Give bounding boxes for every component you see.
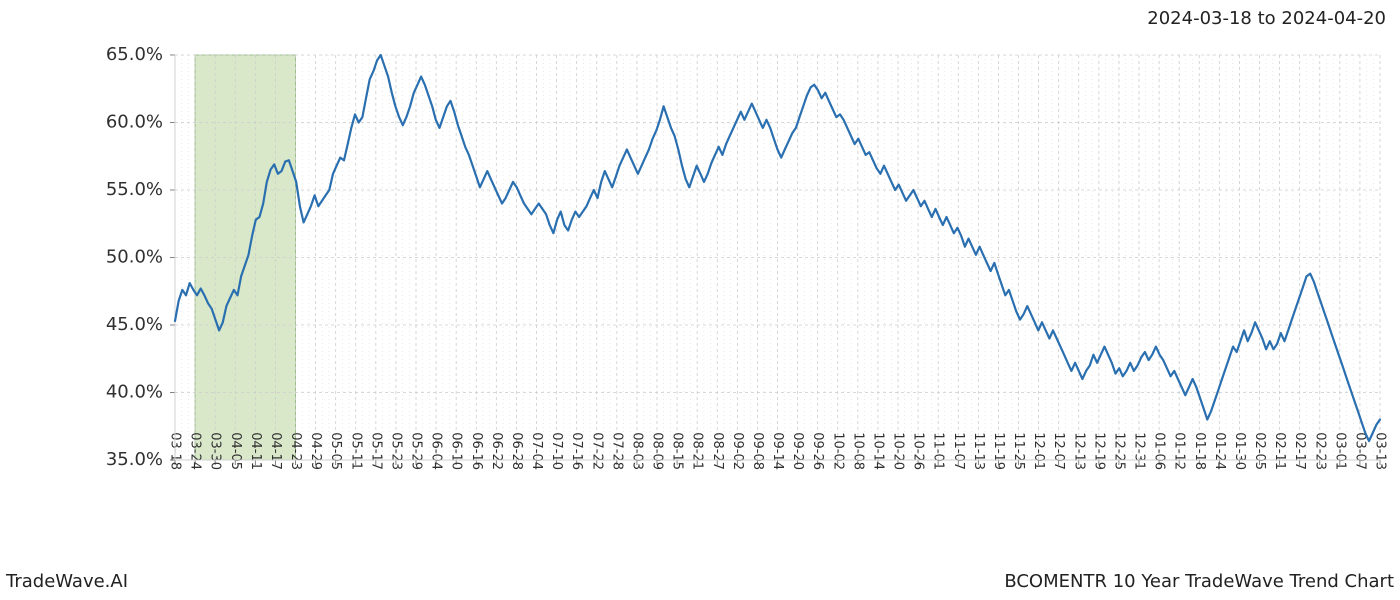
svg-text:08-27: 08-27 <box>710 432 725 470</box>
svg-text:12-25: 12-25 <box>1111 432 1126 470</box>
svg-text:05-11: 05-11 <box>348 432 363 470</box>
svg-text:08-21: 08-21 <box>690 432 705 470</box>
svg-text:11-25: 11-25 <box>1011 432 1026 470</box>
svg-text:65.0%: 65.0% <box>106 44 163 65</box>
svg-text:09-02: 09-02 <box>730 432 745 470</box>
svg-text:03-30: 03-30 <box>208 432 223 470</box>
svg-text:12-01: 12-01 <box>1031 432 1046 470</box>
svg-text:07-16: 07-16 <box>569 432 584 470</box>
svg-text:06-10: 06-10 <box>449 432 464 470</box>
svg-text:01-12: 01-12 <box>1172 432 1187 470</box>
svg-text:01-30: 01-30 <box>1232 432 1247 470</box>
svg-text:04-23: 04-23 <box>288 432 303 470</box>
svg-text:40.0%: 40.0% <box>106 382 163 403</box>
svg-text:09-08: 09-08 <box>750 432 765 470</box>
svg-text:09-26: 09-26 <box>810 432 825 470</box>
svg-text:06-28: 06-28 <box>509 432 524 470</box>
svg-text:01-18: 01-18 <box>1192 432 1207 470</box>
svg-text:11-19: 11-19 <box>991 432 1006 470</box>
svg-text:12-07: 12-07 <box>1051 432 1066 470</box>
svg-text:08-09: 08-09 <box>650 432 665 470</box>
svg-text:55.0%: 55.0% <box>106 179 163 200</box>
svg-text:09-14: 09-14 <box>770 432 785 470</box>
svg-text:03-13: 03-13 <box>1373 432 1388 470</box>
svg-text:06-16: 06-16 <box>469 432 484 470</box>
svg-text:07-04: 07-04 <box>529 432 544 470</box>
svg-text:35.0%: 35.0% <box>106 449 163 470</box>
svg-text:03-07: 03-07 <box>1352 432 1367 470</box>
svg-text:04-11: 04-11 <box>248 432 263 470</box>
brand-label: TradeWave.AI <box>6 571 128 592</box>
svg-text:06-22: 06-22 <box>489 432 504 470</box>
svg-text:04-17: 04-17 <box>268 432 283 470</box>
svg-text:07-22: 07-22 <box>589 432 604 470</box>
chart-root: 2024-03-18 to 2024-04-20 03-1803-2403-30… <box>0 0 1400 600</box>
svg-text:08-03: 08-03 <box>629 432 644 470</box>
svg-text:01-06: 01-06 <box>1152 432 1167 470</box>
svg-text:11-01: 11-01 <box>931 432 946 470</box>
svg-text:08-15: 08-15 <box>670 432 685 470</box>
svg-text:01-24: 01-24 <box>1212 432 1227 470</box>
svg-text:04-05: 04-05 <box>228 432 243 470</box>
svg-text:05-17: 05-17 <box>368 432 383 470</box>
svg-text:10-02: 10-02 <box>830 432 845 470</box>
svg-text:03-24: 03-24 <box>188 432 203 470</box>
svg-text:10-14: 10-14 <box>870 432 885 470</box>
svg-text:12-31: 12-31 <box>1132 432 1147 470</box>
svg-text:05-05: 05-05 <box>328 432 343 470</box>
svg-text:11-07: 11-07 <box>951 432 966 470</box>
svg-text:50.0%: 50.0% <box>106 247 163 268</box>
svg-text:11-13: 11-13 <box>971 432 986 470</box>
svg-text:45.0%: 45.0% <box>106 314 163 335</box>
svg-text:10-08: 10-08 <box>850 432 865 470</box>
svg-text:07-28: 07-28 <box>609 432 624 470</box>
line-chart: 03-1803-2403-3004-0504-1104-1704-2304-29… <box>0 0 1400 600</box>
svg-text:09-20: 09-20 <box>790 432 805 470</box>
svg-text:10-20: 10-20 <box>891 432 906 470</box>
svg-text:05-23: 05-23 <box>388 432 403 470</box>
svg-text:02-05: 02-05 <box>1252 432 1267 470</box>
svg-text:02-17: 02-17 <box>1292 432 1307 470</box>
svg-text:02-11: 02-11 <box>1272 432 1287 470</box>
svg-text:05-29: 05-29 <box>409 432 424 470</box>
svg-text:60.0%: 60.0% <box>106 112 163 133</box>
svg-text:10-26: 10-26 <box>911 432 926 470</box>
svg-text:06-04: 06-04 <box>429 432 444 470</box>
svg-text:07-10: 07-10 <box>549 432 564 470</box>
svg-text:12-19: 12-19 <box>1091 432 1106 470</box>
svg-text:02-23: 02-23 <box>1312 432 1327 470</box>
svg-text:03-01: 03-01 <box>1332 432 1347 470</box>
svg-text:04-29: 04-29 <box>308 432 323 470</box>
svg-text:12-13: 12-13 <box>1071 432 1086 470</box>
chart-title: BCOMENTR 10 Year TradeWave Trend Chart <box>1004 571 1394 592</box>
